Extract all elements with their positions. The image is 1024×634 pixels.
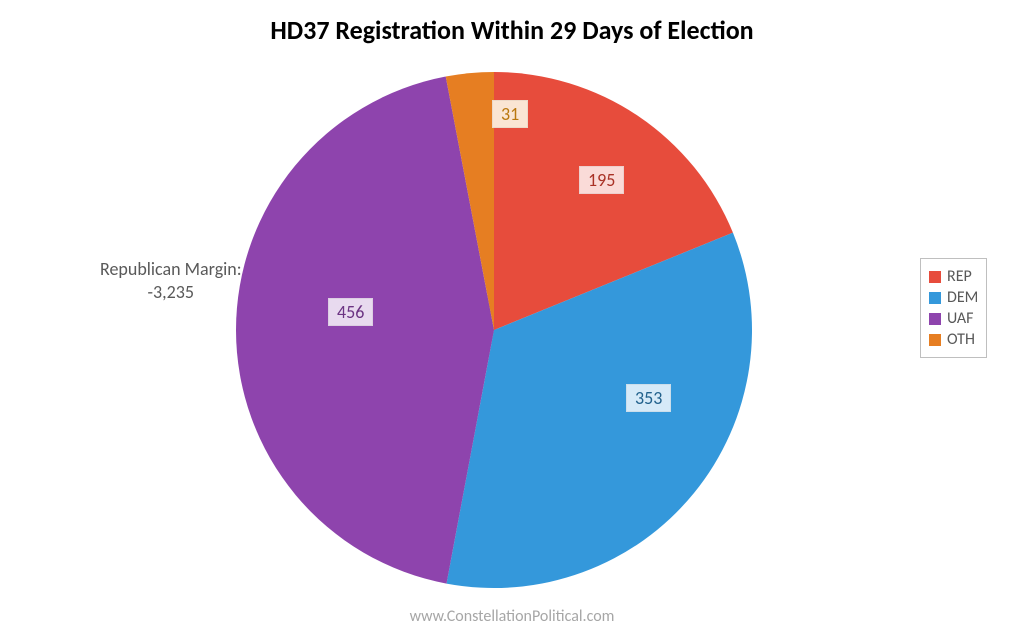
pie-slice-uaf	[236, 77, 494, 584]
legend-item-dem: DEM	[929, 288, 978, 307]
legend: REP DEM UAF OTH	[920, 258, 987, 358]
legend-swatch-oth	[929, 334, 941, 346]
legend-swatch-uaf	[929, 313, 941, 325]
chart-container: HD37 Registration Within 29 Days of Elec…	[0, 0, 1024, 634]
legend-label-oth: OTH	[947, 330, 975, 349]
data-label-oth: 31	[492, 100, 528, 128]
legend-swatch-rep	[929, 271, 941, 283]
legend-label-rep: REP	[947, 267, 972, 286]
legend-item-uaf: UAF	[929, 309, 978, 328]
legend-swatch-dem	[929, 292, 941, 304]
data-label-rep: 195	[579, 166, 624, 194]
data-label-uaf: 456	[328, 298, 373, 326]
footer-text: www.ConstellationPolitical.com	[0, 607, 1024, 626]
legend-label-uaf: UAF	[947, 309, 974, 328]
legend-item-rep: REP	[929, 267, 978, 286]
legend-item-oth: OTH	[929, 330, 978, 349]
pie-chart	[0, 0, 1024, 634]
data-label-dem: 353	[626, 384, 671, 412]
legend-label-dem: DEM	[947, 288, 978, 307]
